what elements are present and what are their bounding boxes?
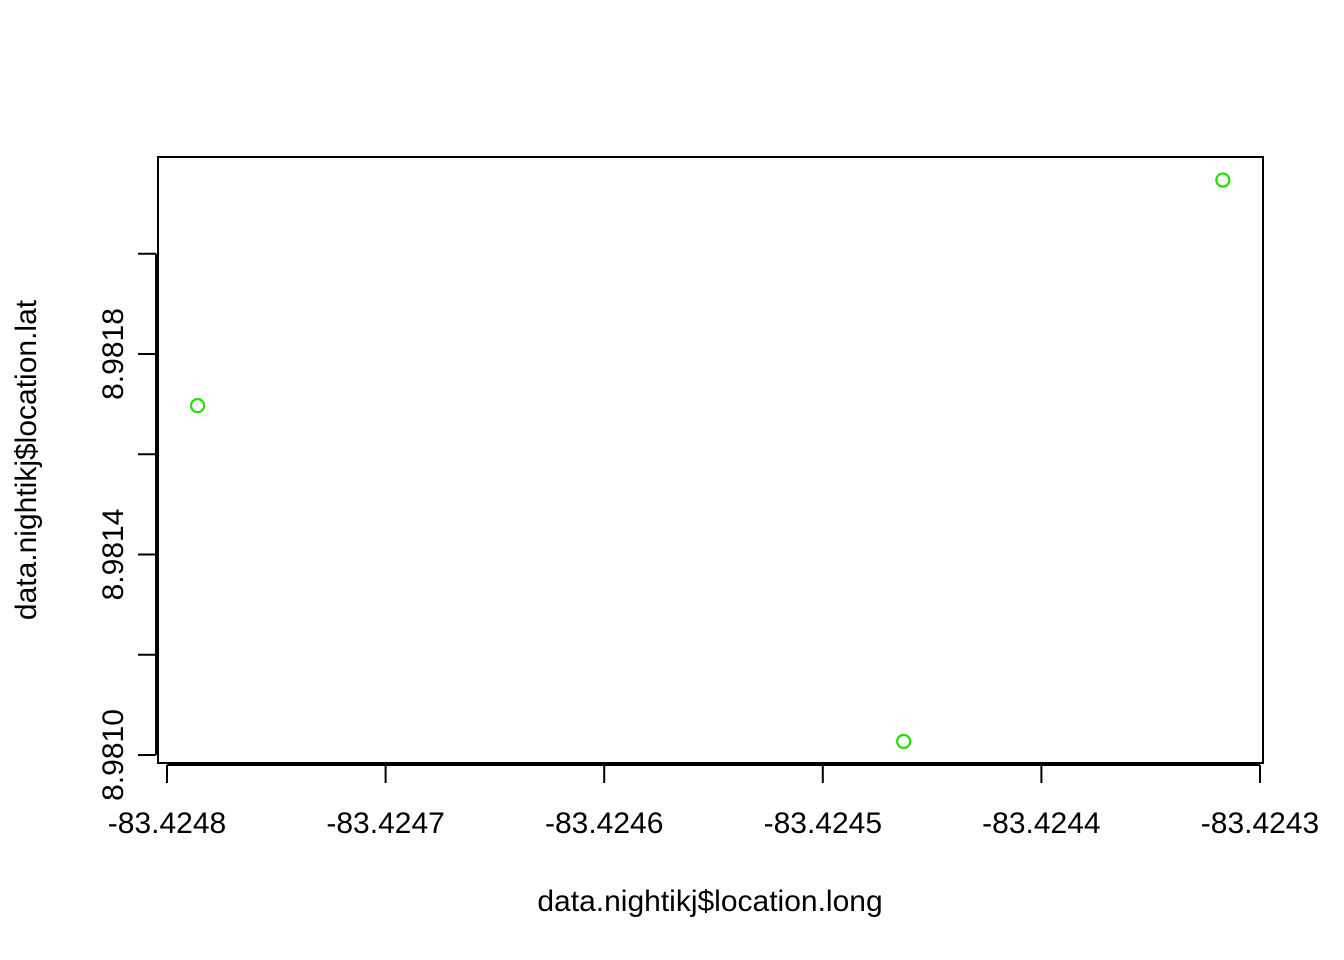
y-tick-label: 8.9818: [97, 308, 130, 400]
data-point: [1215, 172, 1231, 188]
y-tick-label: 8.9814: [97, 509, 130, 601]
x-axis: -83.4248 -83.4247 -83.4246 -83.4245 -83.4244…: [108, 764, 1319, 840]
x-tick-label: -83.4245: [764, 807, 882, 840]
data-point: [190, 398, 206, 414]
x-tick-label: -83.4243: [1201, 807, 1319, 840]
data-point: [896, 733, 912, 750]
y-tick-label: 8.9810: [97, 709, 130, 801]
y-axis-label: data.nightikj$location.lat: [10, 299, 43, 620]
x-axis-label: data.nightikj$location.long: [537, 885, 882, 918]
plot-frame: [157, 156, 1264, 764]
x-tick-label: -83.4246: [545, 807, 663, 840]
x-tick-label: -83.4248: [108, 807, 226, 840]
y-axis: 8.9810 8.9814 8.9818: [97, 252, 157, 801]
x-tick-label: -83.4247: [326, 807, 444, 840]
data-points: [190, 172, 1231, 750]
x-tick-label: -83.4244: [982, 807, 1100, 840]
